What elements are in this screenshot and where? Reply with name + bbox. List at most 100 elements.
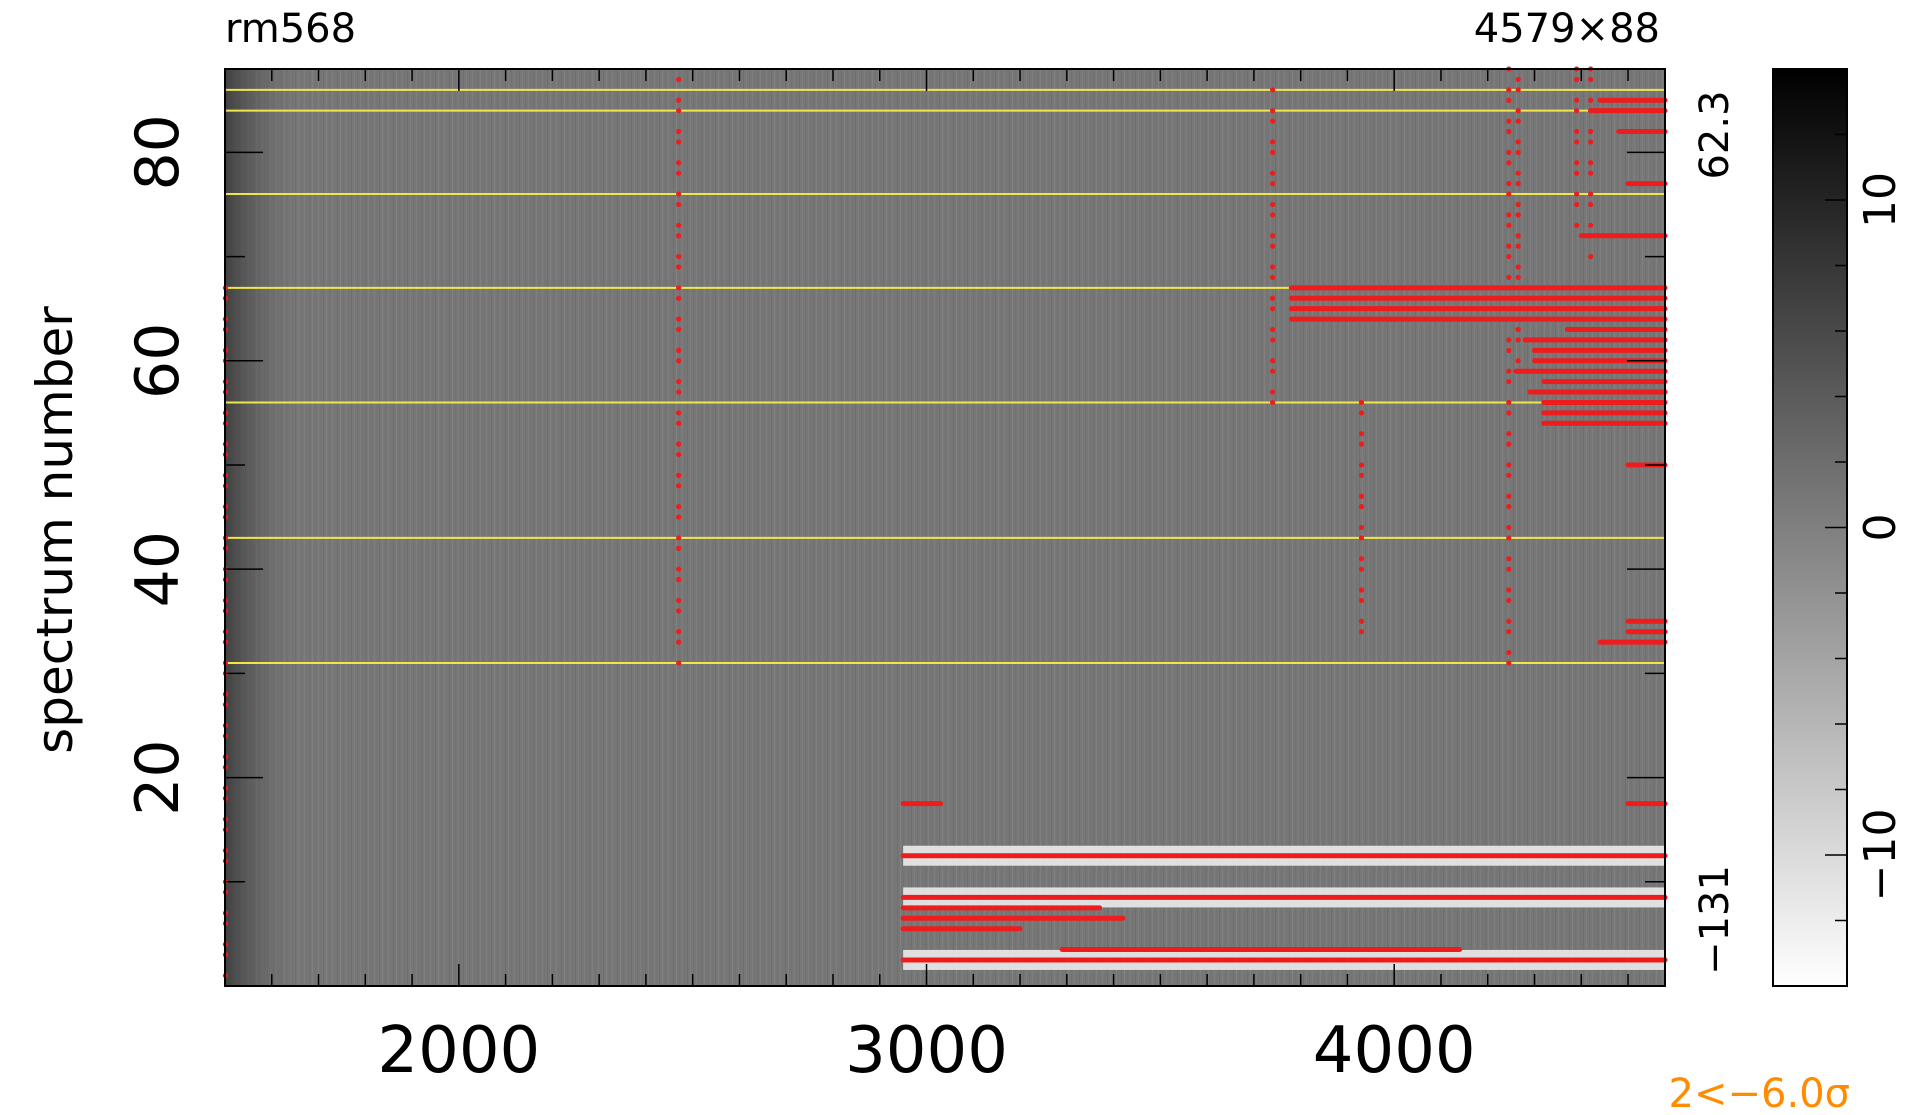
flag-point <box>1574 170 1580 176</box>
flag-point <box>1588 108 1594 114</box>
flag-point <box>1270 337 1276 343</box>
flag-point <box>1515 212 1521 218</box>
flag-point <box>1358 504 1365 510</box>
colorbar-tick-label: 0 <box>1855 514 1906 542</box>
flag-point <box>1574 222 1580 228</box>
flag-point <box>1506 87 1512 93</box>
flag-point <box>676 160 682 166</box>
flag-point <box>1270 87 1276 93</box>
flag-point <box>1506 493 1512 499</box>
flag-point <box>1515 243 1521 249</box>
flag-point <box>1515 170 1521 176</box>
flag-point <box>1506 181 1512 187</box>
chart-title-right: 4579×88 <box>1474 6 1660 52</box>
y-tick-label: 20 <box>123 739 193 815</box>
flag-point <box>1515 274 1521 281</box>
y-axis-label: spectrum number <box>26 306 84 754</box>
flag-point <box>1358 556 1365 562</box>
flag-point <box>1588 76 1594 83</box>
flag-point <box>1270 212 1276 218</box>
flag-point <box>1358 472 1365 478</box>
flag-point <box>1515 326 1521 333</box>
flag-point <box>1588 191 1594 197</box>
flag-point <box>1358 431 1365 437</box>
flag-point <box>676 201 682 208</box>
flag-point <box>1506 222 1512 228</box>
flag-point <box>676 514 682 520</box>
flag-point <box>1270 118 1276 124</box>
flag-point <box>1506 410 1512 416</box>
right-bottom-label: −131 <box>1692 865 1738 975</box>
flag-point <box>1506 524 1512 531</box>
flag-point <box>676 128 682 135</box>
flag-point <box>676 504 682 510</box>
flag-point <box>1506 368 1512 374</box>
flag-point <box>1515 139 1521 145</box>
flag-point <box>1358 410 1365 416</box>
heatmap-background <box>225 69 1665 986</box>
flag-point <box>1270 149 1276 155</box>
flag-point <box>1270 170 1276 176</box>
x-tick-label: 3000 <box>845 1014 1008 1088</box>
flag-point <box>676 577 682 583</box>
flag-point <box>676 358 682 364</box>
flag-point <box>676 170 682 176</box>
flag-point <box>676 379 682 385</box>
flag-point <box>1506 306 1512 312</box>
colorbar-ticks: −10 0 10 <box>1825 133 1906 922</box>
flag-point <box>1358 462 1365 468</box>
flag-point <box>1574 108 1580 114</box>
flag-point <box>1515 306 1521 312</box>
flag-point <box>1515 201 1521 208</box>
flag-point <box>1515 264 1521 270</box>
flag-point <box>1574 139 1580 145</box>
x-tick-label: 2000 <box>377 1014 540 1088</box>
flag-point <box>1358 535 1365 541</box>
flag-point <box>1506 504 1512 510</box>
flag-point <box>676 483 682 489</box>
flag-point <box>676 608 682 614</box>
flag-point <box>1506 597 1512 604</box>
flag-point <box>676 316 682 322</box>
flag-point <box>1270 389 1276 395</box>
flag-point <box>1515 295 1521 301</box>
guide-lines <box>225 88 1665 664</box>
flag-point <box>1506 618 1512 624</box>
flag-point <box>1506 243 1512 249</box>
flag-point <box>1515 233 1521 239</box>
flag-point <box>1270 264 1276 270</box>
flag-point <box>676 347 682 353</box>
flag-point <box>1270 358 1276 364</box>
flag-point <box>1515 181 1521 187</box>
flag-point <box>1574 97 1580 103</box>
flag-point <box>1506 253 1512 260</box>
y-tick-label: 40 <box>123 531 193 607</box>
flag-point <box>1358 629 1365 635</box>
flag-point <box>676 139 682 145</box>
flag-point <box>1515 118 1521 124</box>
flag-point <box>1506 118 1512 124</box>
y-tick-label: 60 <box>123 323 193 399</box>
flag-point <box>1515 337 1521 343</box>
flag-point <box>676 545 682 551</box>
flag-point <box>676 639 682 645</box>
flag-point <box>1506 535 1512 541</box>
flag-point <box>1588 222 1594 228</box>
flag-point <box>676 233 682 239</box>
flag-point <box>1506 660 1512 666</box>
flag-point <box>1506 212 1512 218</box>
flag-point <box>1588 97 1594 103</box>
flag-point <box>676 222 682 228</box>
flag-point <box>1506 97 1512 103</box>
flag-point <box>676 660 682 666</box>
colorbar: −10 0 10 <box>1772 68 1906 987</box>
plot-frame <box>224 68 1666 987</box>
flag-point <box>1270 201 1276 208</box>
flag-point <box>1515 87 1521 93</box>
flag-point <box>1506 191 1512 197</box>
flag-point <box>1506 462 1512 468</box>
flag-point <box>676 451 682 458</box>
flag-point <box>676 191 682 197</box>
flag-masks <box>222 66 1668 979</box>
flag-point <box>1506 149 1512 155</box>
